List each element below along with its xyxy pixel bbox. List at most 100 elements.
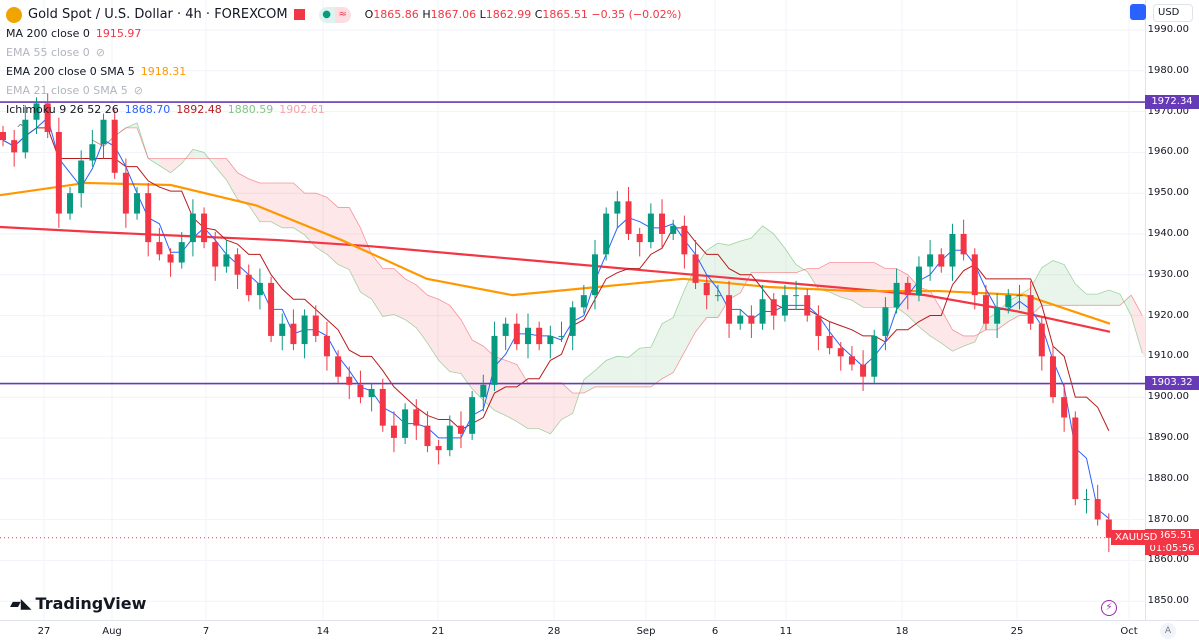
flag-icon[interactable] [293,9,305,20]
price-label: 1940.00 [1147,228,1189,239]
candle [882,307,889,336]
ichimoku-cloud [393,268,406,320]
ichimoku-cloud [1052,260,1065,306]
indicator-ema200[interactable]: EMA 200 close 0 SMA 5 1918.31 [6,65,187,78]
candle [201,213,208,243]
auto-scale-button[interactable]: A [1160,623,1176,639]
symbol-title[interactable]: Gold Spot / U.S. Dollar · 4h · FOREXCOM [28,7,288,22]
candle [390,425,397,438]
ichimoku-cloud [650,323,663,387]
tradingview-logo[interactable]: ▰◣ TradingView [10,594,147,613]
candle [647,213,654,243]
ichimoku-cloud [963,335,975,347]
ichimoku-cloud [762,225,774,273]
ichimoku-cloud [829,262,841,298]
candle [915,266,922,296]
candle [1038,323,1045,357]
candle [837,348,844,357]
ichimoku-cloud [941,309,953,352]
ichimoku-cloud [784,248,797,273]
ichimoku-cloud [159,158,171,173]
price-label: 1910.00 [1147,350,1189,362]
symbol-row: Gold Spot / U.S. Dollar · 4h · FOREXCOM … [6,5,681,24]
candle [379,388,386,426]
price-label: 1960.00 [1147,146,1189,158]
candle [670,225,677,234]
candle [457,425,464,434]
candle [960,233,967,255]
candle [804,295,811,316]
hline-label-1903: 1903.32 [1145,376,1199,390]
ichimoku-cloud [1131,295,1143,354]
candle [402,409,409,438]
screenshot-button[interactable] [1130,4,1146,20]
ichimoku-cloud [918,286,931,336]
ohlc: O1865.86 H1867.06 L1862.99 C1865.51 −0.3… [364,8,682,21]
candle [33,103,40,120]
ichimoku-cloud [382,268,394,317]
hidden-eye-icon[interactable]: ⊘ [133,84,143,97]
senkou-span-b [92,127,1143,394]
indicator-ema21[interactable]: EMA 21 close 0 SMA 5 ⊘ [6,81,681,100]
candle [547,335,554,345]
indicator-ma200[interactable]: MA 200 close 0 1915.97 [6,27,142,40]
candle [982,295,989,324]
kijun-line [2,127,1110,431]
ichimoku-cloud [338,207,350,270]
time-axis[interactable]: A 27 Aug 7 14 21 28 Sep 6 11 18 25 Oct [0,620,1199,640]
candle [759,299,766,324]
ichimoku-cloud [1075,283,1087,306]
ichimoku-cloud [639,347,651,387]
candle [1027,295,1034,324]
candle [1005,295,1012,308]
ichimoku-cloud [952,329,964,352]
candle [893,282,900,308]
ichimoku-cloud [460,319,473,389]
candle [78,160,85,194]
hline-label-1972: 1972.34 [1145,95,1199,109]
candle [122,172,129,214]
price-axis[interactable]: USD 1990.00 1980.00 1970.00 1960.00 1950.00 1… [1145,0,1199,620]
candle [212,242,219,267]
ichimoku-cloud [416,284,428,344]
ichimoku-cloud [1086,294,1098,306]
candle [580,295,587,308]
time-label: 11 [779,626,793,637]
ichimoku-cloud [818,262,830,293]
candle [938,254,945,267]
price-chart[interactable] [0,0,1145,620]
ichimoku-cloud [930,291,942,344]
candle [189,213,196,243]
time-label: 21 [431,626,445,637]
ichimoku-cloud [539,382,551,434]
candle [156,242,163,255]
indicator-ichimoku[interactable]: Ichimoku 9 26 52 26 1868.70 1892.48 1880.59… [6,103,325,116]
candle [994,307,1001,324]
collapse-legend-icon[interactable]: ^ [16,122,26,135]
lightning-icon[interactable]: ⚡ [1101,600,1117,616]
ichimoku-cloud [1142,315,1145,358]
market-status[interactable]: ● ≈ [318,6,351,23]
ichimoku-cloud [561,382,573,420]
ichimoku-cloud [293,182,305,235]
currency-select[interactable]: USD [1153,4,1193,22]
candle [536,327,543,345]
candle [625,201,632,234]
candle [1105,519,1112,538]
indicator-ema55[interactable]: EMA 55 close 0 ⊘ [6,43,681,62]
candle [815,315,822,336]
chart-legend: Gold Spot / U.S. Dollar · 4h · FOREXCOM … [6,5,681,138]
ichimoku-cloud [449,305,461,374]
candle [256,282,263,296]
candle [636,233,643,243]
price-label: 1980.00 [1147,64,1189,76]
ichimoku-cloud [326,197,339,265]
candle [435,446,442,451]
ichimoku-cloud [673,290,685,373]
hidden-eye-icon[interactable]: ⊘ [95,46,106,59]
candle [480,384,487,398]
price-label: 1890.00 [1147,432,1189,443]
candle [111,119,118,173]
candle [55,131,62,214]
time-label: 7 [202,626,210,637]
